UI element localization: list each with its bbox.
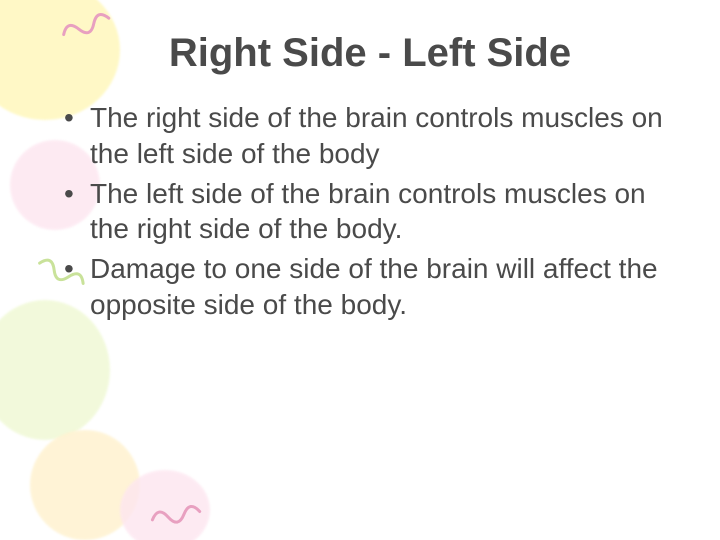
slide: Right Side - Left Side The right side of… bbox=[0, 0, 720, 540]
bullet-item: Damage to one side of the brain will aff… bbox=[64, 251, 680, 323]
bullet-list: The right side of the brain controls mus… bbox=[64, 100, 680, 323]
slide-title: Right Side - Left Side bbox=[60, 30, 680, 76]
bullet-item: The right side of the brain controls mus… bbox=[64, 100, 680, 172]
bullet-item: The left side of the brain controls musc… bbox=[64, 176, 680, 248]
